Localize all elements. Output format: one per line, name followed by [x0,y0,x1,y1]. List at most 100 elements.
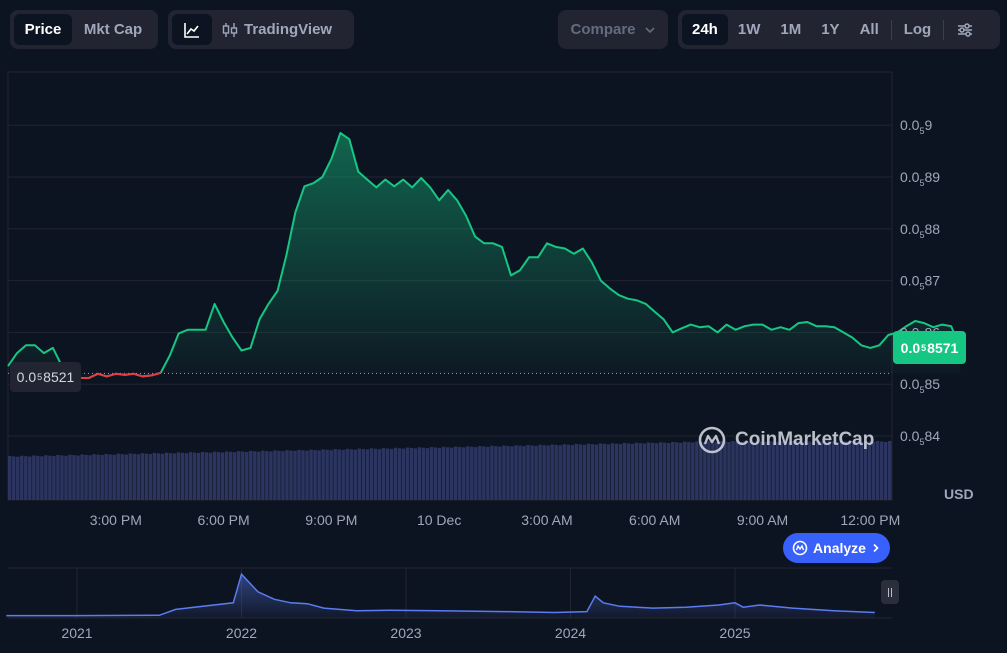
coinmarketcap-logo-icon [792,540,808,556]
range-1y[interactable]: 1Y [821,21,840,38]
volume-bar [602,443,607,500]
volume-bar [148,454,153,500]
volume-bar [458,446,462,500]
volume-bar [875,441,880,500]
volume-bar [775,442,779,500]
volume-bar [847,442,852,500]
volume-bar [429,447,434,500]
price-area-fill [8,133,961,378]
range-24h[interactable]: 24h [682,14,728,45]
volume-bar [373,448,378,500]
current-price-label: 0.0 5 8571 [893,331,966,364]
watermark-text: CoinMarketCap [735,429,875,450]
volume-bar [514,445,518,500]
volume-bar [839,441,844,500]
compare-dropdown[interactable]: Compare [558,10,668,49]
volume-bar [405,447,410,500]
history-line [6,572,875,617]
volume-bar [626,443,631,500]
analyze-button[interactable]: Analyze [783,533,890,563]
volume-bar [144,453,149,500]
volume-bar [819,441,824,500]
volume-bar [610,443,615,500]
volume-bar [634,442,639,500]
volume-bar [474,447,478,500]
tradingview-button[interactable]: TradingView [212,14,342,45]
volume-bar [88,455,92,500]
volume-bar [827,441,832,500]
volume-bar [879,441,884,500]
line-chart-icon [184,22,199,38]
volume-bar [502,445,506,500]
volume-bar [196,452,201,500]
settings-button[interactable] [946,14,984,45]
volume-bar [466,446,470,500]
volume-bar [273,450,277,500]
range-1w[interactable]: 1W [737,21,761,38]
volume-bar [329,450,333,500]
log-scale-button[interactable]: Log [903,21,932,38]
x-tick-label: 6:00 AM [629,512,680,528]
volume-bar [618,444,623,500]
navigator-drag-handle[interactable] [881,580,899,604]
volume-bar [56,454,60,500]
volume-bar [60,455,64,500]
volume-bar [462,447,466,500]
volume-bar [751,442,755,500]
volume-bar [241,451,245,500]
line-chart-button[interactable] [172,14,212,45]
tab-market-cap[interactable]: Mkt Cap [83,21,143,38]
volume-bar [437,447,442,500]
volume-bar [44,455,48,500]
volume-bar [16,456,20,500]
settings-divider [943,19,945,40]
volume-bar [787,442,791,500]
volume-bar [224,451,229,500]
volume-bar [691,442,695,500]
volume-bar [594,444,599,500]
open-price-label: 0.0 5 8521 [10,362,81,392]
volume-bar [542,445,546,500]
range-1m[interactable]: 1M [780,21,802,38]
volume-bar [642,443,647,500]
analyze-label: Analyze [813,540,866,556]
volume-bar [441,446,446,500]
x-tick-label: 12:00 PM [840,512,900,528]
volume-bar [32,455,36,500]
volume-bar [646,442,651,500]
tab-price[interactable]: Price [14,14,72,45]
grip-line [888,587,889,597]
volume-bar [104,453,108,500]
coinmarketcap-watermark: CoinMarketCap [697,425,874,455]
volume-bar [12,456,16,500]
volume-bar [671,441,675,500]
volume-bar [257,451,261,500]
history-navigator[interactable]: 2021 2022 2023 2024 2025 [6,567,892,641]
volume-bar [124,454,128,500]
volume-bar [767,441,771,500]
volume-bar [570,445,574,500]
volume-bar [578,444,582,500]
y-tick-label: 0.0584 [900,428,940,447]
volume-bar [72,455,76,500]
volume-bar [666,443,671,500]
volume-bar [168,453,173,500]
volume-bar [237,451,241,500]
volume-bar [337,449,341,500]
volume-bar [498,446,502,500]
volume-bar [365,449,370,500]
volume-bar [192,452,197,500]
volume-bar [180,452,185,500]
volume-bar [530,445,534,500]
history-year-label: 2025 [719,625,750,641]
volume-bar [598,443,603,500]
volume-bar [345,448,349,500]
volume-bar [289,450,293,500]
volume-bar [120,454,124,500]
volume-bar [188,452,193,500]
range-all[interactable]: All [859,21,879,38]
volume-bar [566,444,570,500]
volume-bar [100,455,104,500]
chart-style-toggle: TradingView [168,10,354,49]
